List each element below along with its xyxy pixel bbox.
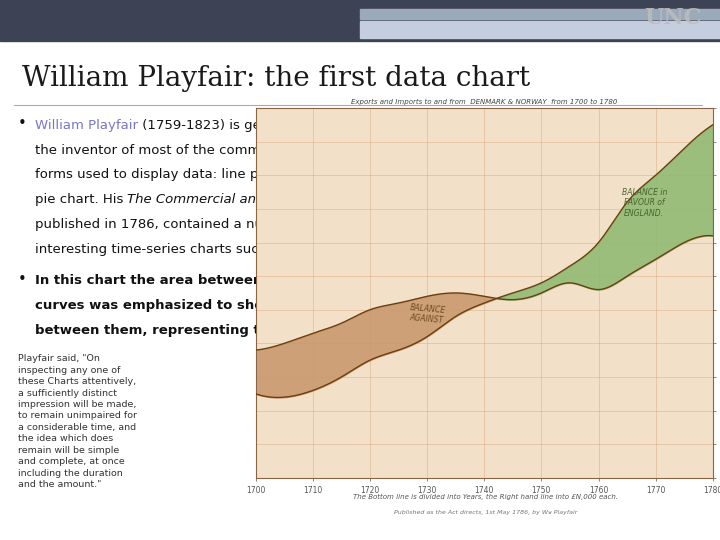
Text: In this chart the area between two time-series: In this chart the area between two time-… (35, 274, 383, 287)
Text: BALANCE
AGAINST: BALANCE AGAINST (408, 303, 446, 325)
Text: The Bottom line is divided into Years, the Right hand line into £N,000 each.: The Bottom line is divided into Years, t… (354, 495, 618, 501)
Bar (360, 21, 720, 38)
Bar (360, 9, 720, 19)
Text: the inventor of most of the common graphical: the inventor of most of the common graph… (35, 144, 343, 157)
Text: Playfair said, "On
inspecting any one of
these Charts attentively,
a sufficientl: Playfair said, "On inspecting any one of… (18, 354, 137, 489)
Text: The Commercial and Political Atlas,: The Commercial and Political Atlas, (127, 193, 361, 206)
Text: Published as the Act directs, 1st May 1786, by Wᴚ Playfair: Published as the Act directs, 1st May 17… (395, 510, 577, 515)
Text: •: • (18, 116, 27, 131)
Text: BALANCE in
FAVOUR of
ENGLAND.: BALANCE in FAVOUR of ENGLAND. (621, 188, 667, 218)
Text: •: • (18, 272, 27, 287)
Text: pie chart. His: pie chart. His (35, 193, 127, 206)
Text: forms used to display data: line plots, bar chart and: forms used to display data: line plots, … (35, 168, 381, 181)
Text: published in 1786, contained a number of: published in 1786, contained a number of (35, 218, 315, 231)
Text: William Playfair: William Playfair (35, 119, 138, 132)
Text: UNC: UNC (644, 6, 702, 29)
Text: (1759-1823) is generally viewed as: (1759-1823) is generally viewed as (138, 119, 377, 132)
Bar (0, 0, 720, 40)
Title: Exports and Imports to and from  DENMARK & NORWAY  from 1700 to 1780: Exports and Imports to and from DENMARK … (351, 99, 617, 105)
Text: curves was emphasized to show the difference: curves was emphasized to show the differ… (35, 299, 386, 312)
Text: interesting time-series charts such as these.: interesting time-series charts such as t… (35, 243, 331, 256)
Text: between them, representing the balance of trade.: between them, representing the balance o… (35, 324, 410, 337)
Text: William Playfair: the first data chart: William Playfair: the first data chart (22, 65, 530, 92)
